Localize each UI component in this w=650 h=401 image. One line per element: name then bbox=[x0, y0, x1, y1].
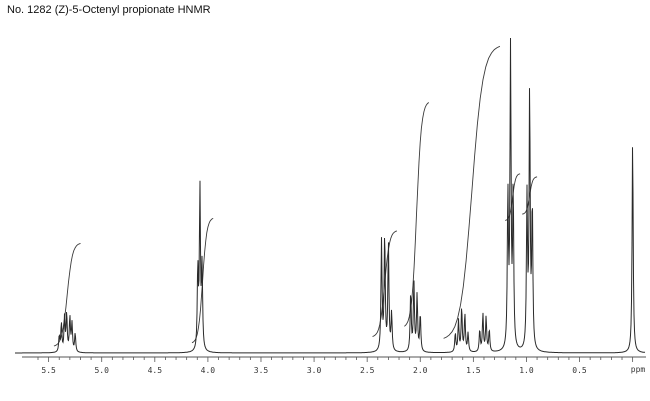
unit-label: ppm bbox=[631, 365, 646, 374]
x-axis-ticks: 5.5 5.0 4.5 4.0 3.5 3.0 2.5 2.0 1.5 1.0 0.5 bbox=[37, 357, 634, 375]
integral-curve bbox=[404, 102, 430, 327]
x-tick-label: 1.0 bbox=[519, 366, 534, 375]
x-tick-label: 0.5 bbox=[572, 366, 587, 375]
x-tick-label: 4.0 bbox=[201, 366, 216, 375]
x-tick-label: 3.5 bbox=[254, 366, 269, 375]
integral-curve bbox=[522, 176, 538, 215]
x-tick-label: 4.5 bbox=[148, 366, 163, 375]
x-tick-label: 2.0 bbox=[413, 366, 428, 375]
integral-curves bbox=[53, 45, 538, 347]
spectrum-trace bbox=[15, 37, 646, 354]
x-tick-label: 5.5 bbox=[41, 366, 56, 375]
integral-curve bbox=[372, 230, 398, 337]
chart-title: No. 1282 (Z)-5-Octenyl propionate HNMR bbox=[7, 4, 211, 16]
x-tick-label: 5.0 bbox=[94, 366, 109, 375]
x-tick-label: 3.0 bbox=[307, 366, 322, 375]
integral-curve bbox=[443, 45, 501, 339]
x-tick-label: 2.5 bbox=[360, 366, 375, 375]
x-tick-label: 1.5 bbox=[466, 366, 481, 375]
